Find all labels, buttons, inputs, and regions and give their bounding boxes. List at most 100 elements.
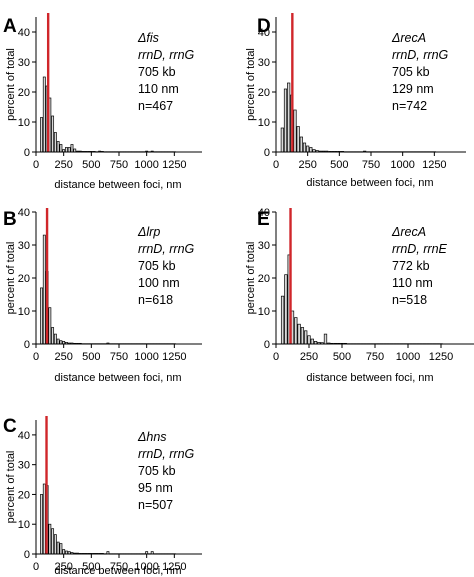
histogram-bar	[294, 317, 298, 345]
annotation-line: 95 nm	[138, 481, 173, 495]
histogram-bar	[280, 295, 285, 345]
histogram-bar	[323, 333, 328, 345]
x-tick-label: 500	[82, 561, 100, 573]
panel-label: A	[3, 16, 17, 37]
histogram-bar	[304, 330, 308, 345]
y-tick-label: 20	[258, 87, 270, 99]
y-tick-label: 0	[264, 147, 270, 159]
x-tick-label: 1250	[162, 159, 186, 171]
x-tick-label: 500	[82, 351, 100, 363]
histogram-bar	[51, 327, 55, 345]
annotation-line: 772 kb	[392, 259, 430, 273]
histogram-bar	[297, 323, 301, 345]
x-axis-label: distance between foci, nm	[54, 372, 181, 384]
y-tick-label: 0	[24, 339, 30, 351]
histogram-bar	[300, 327, 305, 345]
histogram-bar	[284, 274, 288, 345]
histogram-bar	[56, 338, 60, 345]
annotation-line: Δlrp	[137, 225, 160, 239]
x-tick-label: 1250	[429, 351, 453, 363]
x-tick-label: 250	[300, 351, 318, 363]
x-tick-label: 1000	[396, 351, 420, 363]
y-axis-label: percent of total	[245, 48, 257, 121]
x-tick-label: 0	[33, 159, 39, 171]
y-tick-label: 40	[18, 430, 30, 442]
panel-label: D	[257, 16, 271, 37]
histogram-bar	[310, 338, 314, 345]
histogram-bar	[48, 523, 52, 555]
y-tick-label: 40	[18, 27, 30, 39]
annotation-line: ΔrecA	[391, 31, 426, 45]
annotation-line: 705 kb	[138, 464, 176, 478]
annotation-line: rrnD, rrnG	[138, 447, 195, 461]
y-tick-label: 30	[18, 460, 30, 472]
x-tick-label: 0	[273, 351, 279, 363]
histogram-bar	[64, 147, 68, 153]
annotation-line: 100 nm	[138, 276, 180, 290]
histogram-bar	[59, 543, 63, 555]
x-axis-label: distance between foci, nm	[306, 177, 433, 189]
histogram-bar	[48, 307, 52, 345]
annotation-line: 705 kb	[138, 259, 176, 273]
histogram-bar	[306, 145, 310, 153]
x-axis-label: distance between foci, nm	[306, 372, 433, 384]
annotation-line: ΔrecA	[391, 225, 426, 239]
annotation-line: 110 nm	[138, 82, 179, 96]
annotation-line: 705 kb	[138, 65, 176, 79]
annotation-line: 110 nm	[392, 276, 433, 290]
annotation-line: rrnD, rrnE	[392, 242, 448, 256]
x-tick-label: 1000	[134, 561, 158, 573]
y-tick-label: 10	[258, 306, 270, 318]
panel-c: C 0 10 20 30 40 0 250 500 750 1000 1250 percent of t…	[3, 416, 202, 577]
histogram-bar	[40, 287, 43, 345]
y-axis-label: percent of total	[5, 451, 17, 524]
histogram-bar	[283, 88, 288, 153]
histogram-bar	[42, 234, 46, 345]
y-tick-label: 30	[258, 57, 270, 69]
histogram-bar	[70, 144, 74, 153]
histogram-bar	[307, 335, 311, 345]
x-tick-label: 250	[298, 159, 316, 171]
x-tick-label: 250	[54, 561, 72, 573]
x-tick-label: 500	[82, 159, 100, 171]
y-tick-label: 0	[24, 549, 30, 561]
histogram-bar	[53, 333, 57, 345]
y-tick-label: 40	[18, 207, 30, 219]
histogram-bar	[302, 142, 307, 153]
y-axis-label: percent of total	[5, 242, 17, 315]
x-tick-label: 1000	[134, 351, 158, 363]
histogram-bar	[280, 127, 284, 153]
y-tick-label: 20	[258, 273, 270, 285]
panel-label: B	[3, 209, 17, 230]
x-tick-label: 500	[333, 351, 351, 363]
histogram-bar	[53, 534, 57, 555]
y-tick-label: 10	[18, 306, 30, 318]
annotation-line: 705 kb	[392, 65, 430, 79]
x-tick-label: 0	[33, 351, 39, 363]
annotation-line: n=507	[138, 498, 173, 512]
histogram-bar	[40, 117, 43, 153]
histogram-bar	[56, 541, 60, 555]
panel-b: B 0 10 20 30 40 0 250 500 750 1000 1250 percent of t…	[3, 207, 202, 384]
y-tick-label: 10	[258, 117, 270, 129]
annotation-line: Δfis	[137, 31, 159, 45]
x-tick-label: 750	[110, 159, 128, 171]
histogram-bar	[62, 549, 66, 555]
histogram-bar	[42, 76, 46, 153]
histogram-bar	[51, 528, 55, 555]
histogram-bar	[296, 126, 300, 153]
y-tick-label: 20	[18, 87, 30, 99]
x-tick-label: 750	[110, 561, 128, 573]
y-tick-label: 10	[18, 519, 30, 531]
annotation-line: n=618	[138, 293, 173, 307]
y-tick-label: 30	[258, 240, 270, 252]
y-tick-label: 30	[18, 57, 30, 69]
x-tick-label: 0	[273, 159, 279, 171]
annotation-line: n=742	[392, 99, 427, 113]
histogram-bar	[53, 132, 57, 153]
y-tick-label: 40	[258, 207, 270, 219]
y-tick-label: 0	[24, 147, 30, 159]
x-axis-label: distance between foci, nm	[54, 179, 181, 191]
histogram-bar	[287, 82, 291, 153]
